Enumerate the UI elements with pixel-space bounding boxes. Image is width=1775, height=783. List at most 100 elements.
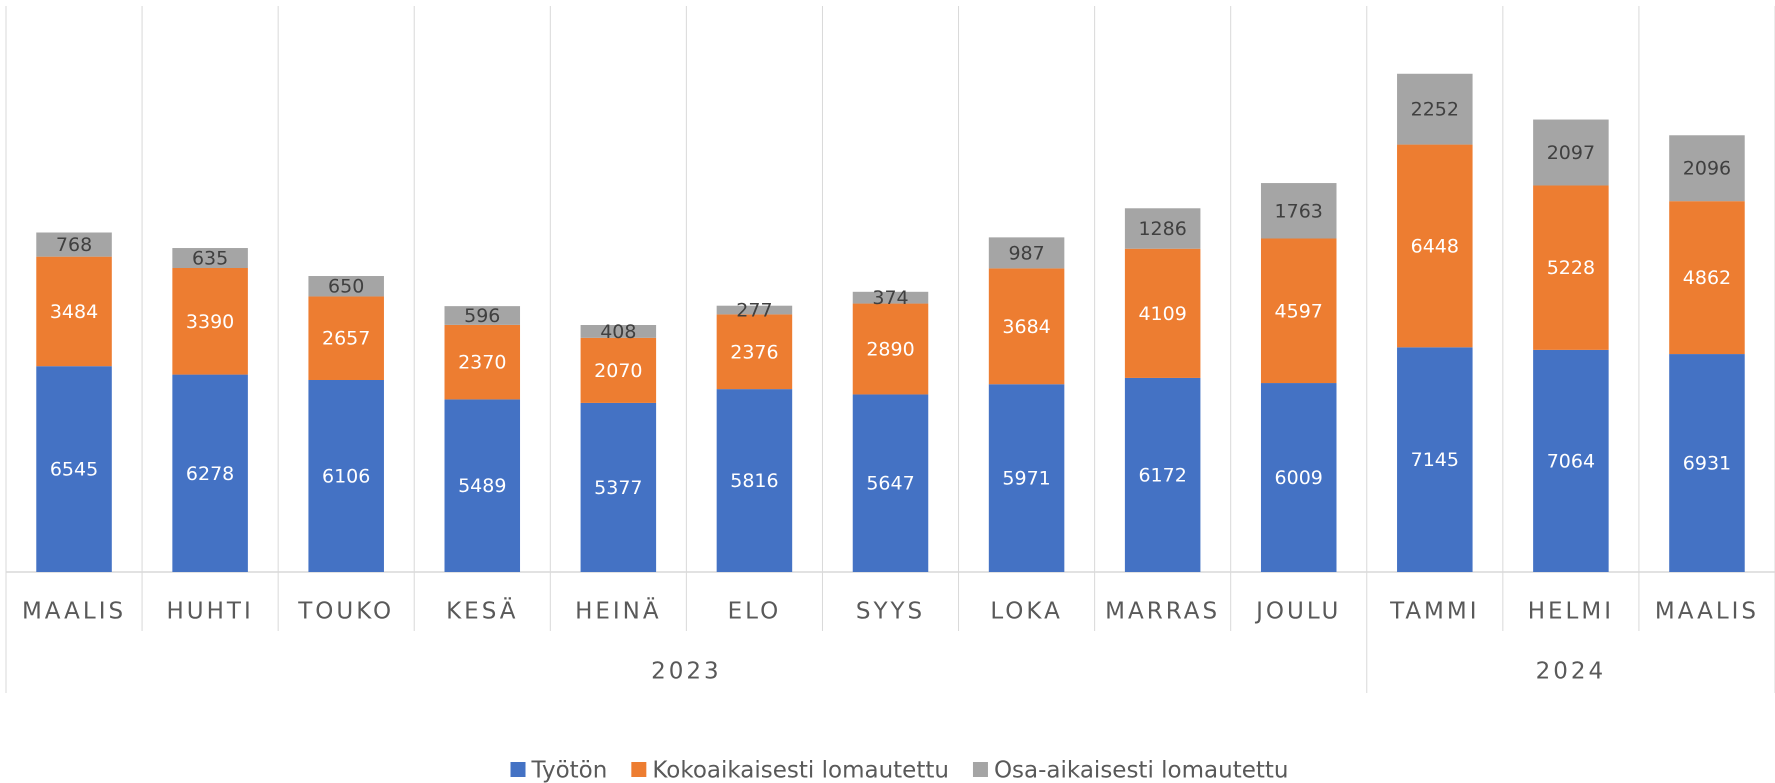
bar-segment (716, 314, 793, 390)
data-label: 6172 (1138, 464, 1186, 486)
bar-segment (988, 268, 1065, 385)
data-label: 6009 (1275, 467, 1323, 489)
data-label: 2657 (322, 328, 370, 350)
x-tick-label: MARRAS (1105, 599, 1220, 625)
bar-segment (1124, 377, 1201, 572)
data-label: 2370 (458, 352, 506, 374)
data-label: 1286 (1138, 218, 1186, 240)
x-tick-label: MAALIS (22, 599, 126, 625)
data-label: 277 (736, 300, 772, 322)
bar-segment (852, 291, 929, 304)
bar-segment (444, 399, 521, 572)
data-label: 408 (600, 321, 636, 343)
bar-segment (1260, 238, 1337, 384)
data-label: 635 (192, 248, 228, 270)
bar-segment (444, 306, 521, 325)
legend-label: Kokoaikaisesti lomautettu (652, 758, 949, 783)
data-label: 5489 (458, 475, 506, 497)
x-tick-label: ELO (728, 599, 782, 625)
bar-segment (36, 366, 112, 572)
bar-segment (1533, 119, 1609, 186)
bar-segment (308, 380, 384, 572)
bar-segment (172, 248, 248, 268)
data-label: 3484 (50, 301, 98, 323)
data-label: 4109 (1138, 303, 1186, 325)
data-label: 7145 (1411, 449, 1459, 471)
data-label: 5647 (866, 473, 914, 495)
bar-segment (1124, 248, 1201, 378)
data-label: 2252 (1411, 99, 1459, 121)
group-label: 2024 (1536, 659, 1607, 685)
data-label: 6278 (186, 463, 234, 485)
data-label: 987 (1008, 242, 1044, 264)
data-label: 374 (872, 287, 908, 309)
x-tick-label: HELMI (1528, 599, 1614, 625)
x-tick-label: SYYS (856, 599, 925, 625)
data-label: 2096 (1683, 158, 1731, 180)
bar-segment (36, 256, 112, 367)
bar-segment (1397, 347, 1473, 572)
bar-segment (1260, 383, 1337, 572)
data-label: 4597 (1275, 300, 1323, 322)
bar-segment (580, 337, 657, 403)
group-label: 2023 (651, 659, 722, 685)
bar-segment (1669, 201, 1745, 355)
bar-segment (308, 296, 384, 381)
x-tick-label: TAMMI (1389, 599, 1479, 625)
bar-segment (172, 374, 248, 572)
x-tick-label: HUHTI (166, 599, 253, 625)
data-label: 2070 (594, 360, 642, 382)
data-label: 768 (56, 234, 92, 256)
legend-swatch (510, 762, 526, 777)
data-label: 6448 (1411, 235, 1459, 257)
bar-segment (580, 325, 657, 338)
legend-swatch (631, 762, 647, 777)
bar-segment (36, 232, 112, 257)
bar-segment (308, 276, 384, 297)
data-label: 2097 (1547, 142, 1595, 164)
legend-label: Työtön (531, 758, 608, 783)
data-label: 5816 (730, 470, 778, 492)
data-label: 7064 (1547, 450, 1595, 472)
data-label: 1763 (1275, 200, 1323, 222)
bar-segment (1669, 354, 1745, 572)
legend-label: Osa-aikaisesti lomautettu (994, 758, 1289, 783)
bar-segment (852, 303, 929, 395)
bar-segment (988, 384, 1065, 572)
bar-segment (852, 394, 929, 572)
bar-segment (716, 305, 793, 315)
bar-segment (1260, 183, 1337, 239)
bar-segment (1533, 349, 1609, 572)
data-label: 6545 (50, 459, 98, 481)
x-tick-label: KESÄ (446, 597, 518, 625)
x-tick-label: HEINÄ (575, 597, 662, 625)
data-label: 5228 (1547, 257, 1595, 279)
bar-segment (1533, 185, 1609, 350)
x-tick-label: MAALIS (1655, 599, 1759, 625)
bar-segment (1397, 73, 1473, 145)
data-label: 6931 (1683, 453, 1731, 475)
data-label: 5377 (594, 477, 642, 499)
bar-segment (1397, 144, 1473, 348)
data-label: 650 (328, 276, 364, 298)
x-tick-label: TOUKO (297, 599, 394, 625)
bar-segment (172, 267, 248, 375)
legend-swatch (972, 762, 988, 777)
bar-segment (444, 324, 521, 400)
bar-segment (580, 402, 657, 572)
data-label: 2890 (866, 338, 914, 360)
data-label: 596 (464, 305, 500, 327)
data-label: 6106 (322, 466, 370, 488)
x-tick-label: JOULU (1254, 599, 1341, 625)
bar-segment (988, 237, 1065, 269)
data-label: 3390 (186, 311, 234, 333)
bar-segment (1124, 208, 1201, 249)
x-tick-label: LOKA (990, 599, 1063, 625)
data-label: 4862 (1683, 267, 1731, 289)
bar-segment (1669, 135, 1745, 202)
bar-segment (716, 389, 793, 572)
data-label: 2376 (730, 341, 778, 363)
data-label: 5971 (1002, 468, 1050, 490)
data-label: 3684 (1002, 316, 1050, 338)
